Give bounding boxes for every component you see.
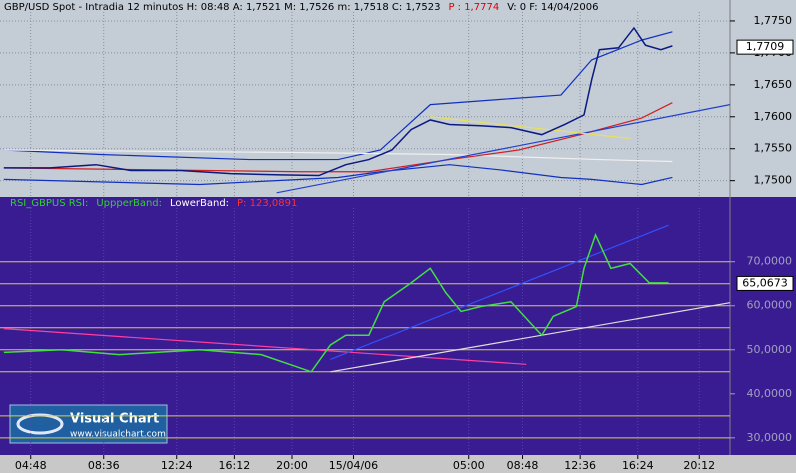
header-part: P : 1,7774 (448, 2, 499, 13)
header-part: P: 123,0891 (237, 198, 297, 209)
x-tick-label: 04:48 (15, 459, 47, 472)
logo-title: Visual Chart (70, 412, 159, 427)
series-line (430, 116, 631, 140)
header-part: GBP/USD Spot - Intradia 12 minutos H: 08… (4, 2, 440, 13)
last-value-label: 1,7709 (746, 40, 785, 53)
series-line (276, 104, 731, 194)
x-tick-label: 08:36 (88, 459, 120, 472)
series-line (3, 328, 527, 365)
y-tick-label: 40,0000 (747, 387, 793, 400)
x-tick-label: 12:36 (564, 459, 596, 472)
last-value-label: 65,0673 (742, 276, 788, 289)
x-tick-label: 16:24 (622, 459, 654, 472)
header-part: V: 0 F: 14/04/2006 (507, 2, 598, 13)
header-part: LowerBand: (170, 198, 229, 209)
logo-box (9, 404, 168, 444)
y-tick-label: 1,7600 (754, 110, 793, 123)
x-tick-label: 16:12 (219, 459, 251, 472)
logo-icon (16, 413, 64, 435)
y-tick-label: 1,7500 (754, 174, 793, 187)
y-tick-label: 1,7550 (754, 142, 793, 155)
x-tick-label: 20:00 (276, 459, 308, 472)
series-line (3, 149, 673, 163)
series-line (3, 31, 673, 161)
series-line (3, 164, 673, 186)
header-part: UppperBand: (96, 198, 162, 209)
y-tick-label: 50,0000 (747, 343, 793, 356)
series-line (3, 102, 673, 173)
last-value-box (736, 275, 794, 291)
y-tick-label: 60,0000 (747, 299, 793, 312)
x-tick-label: 08:48 (507, 459, 539, 472)
logo-url: www.visualchart.com (70, 430, 166, 440)
x-tick-label: 20:12 (683, 459, 715, 472)
price-panel (0, 0, 796, 197)
series-line (330, 224, 669, 361)
last-value-box (736, 39, 794, 55)
x-tick-label: 12:24 (161, 459, 193, 472)
y-tick-label: 70,0000 (747, 255, 793, 268)
time-axis (0, 455, 796, 473)
x-tick-label: 05:00 (453, 459, 485, 472)
panel-header: GBP/USD Spot - Intradia 12 minutos H: 08… (4, 2, 598, 13)
series-line (3, 26, 673, 177)
series-line (3, 232, 669, 373)
y-tick-label: 1,7750 (754, 14, 793, 27)
y-tick-label: 30,0000 (747, 431, 793, 444)
series-line (330, 302, 731, 373)
panel-header: RSI_GBPUS RSI: UppperBand: LowerBand: P: 12… (10, 198, 297, 209)
y-tick-label: 1,7650 (754, 78, 793, 91)
x-tick-label: 15/04/06 (329, 459, 378, 472)
logo: Visual Chart www.visualchart.com (9, 404, 168, 444)
header-part: RSI_GBPUS RSI: (10, 198, 88, 209)
